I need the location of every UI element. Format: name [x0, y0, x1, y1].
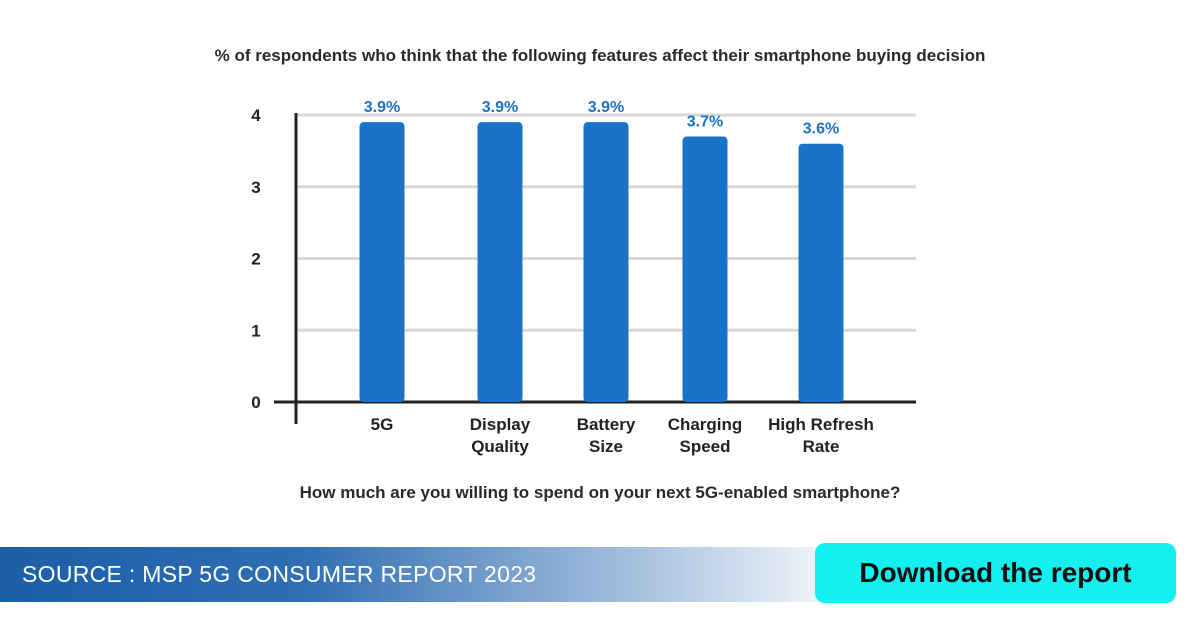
- category-label: Charging: [668, 415, 743, 434]
- data-label: 3.7%: [687, 114, 723, 131]
- data-label: 3.9%: [364, 99, 400, 116]
- bar: [682, 136, 728, 402]
- survey-question: How much are you willing to spend on you…: [299, 483, 901, 502]
- source-label: SOURCE : MSP 5G CONSUMER REPORT 2023: [22, 561, 537, 587]
- bar: [798, 143, 844, 402]
- data-label: 3.6%: [803, 121, 839, 138]
- bar: [477, 122, 523, 403]
- category-label: Battery: [577, 415, 636, 434]
- category-label: Quality: [471, 437, 529, 456]
- category-label: Speed: [679, 437, 730, 456]
- chart-title: % of respondents who think that the foll…: [214, 46, 986, 65]
- source-banner: [0, 547, 860, 602]
- y-tick-label: 0: [251, 393, 260, 412]
- y-tick-label: 4: [251, 106, 261, 125]
- y-tick-label: 1: [251, 321, 260, 340]
- bar-chart: 0 1 2 3 4 3.9% 5G 3.9% Display Quality 3.9% Battery…: [251, 99, 916, 456]
- data-label: 3.9%: [588, 99, 624, 116]
- bar: [359, 122, 405, 403]
- bar: [583, 122, 629, 403]
- category-label: Rate: [803, 437, 840, 456]
- category-label: Display: [470, 415, 531, 434]
- data-label: 3.9%: [482, 99, 518, 116]
- y-tick-label: 3: [251, 178, 260, 197]
- category-label: 5G: [371, 415, 394, 434]
- download-report-button[interactable]: Download the report: [815, 543, 1176, 603]
- category-label: Size: [589, 437, 623, 456]
- y-tick-label: 2: [251, 250, 260, 269]
- category-label: High Refresh: [768, 415, 874, 434]
